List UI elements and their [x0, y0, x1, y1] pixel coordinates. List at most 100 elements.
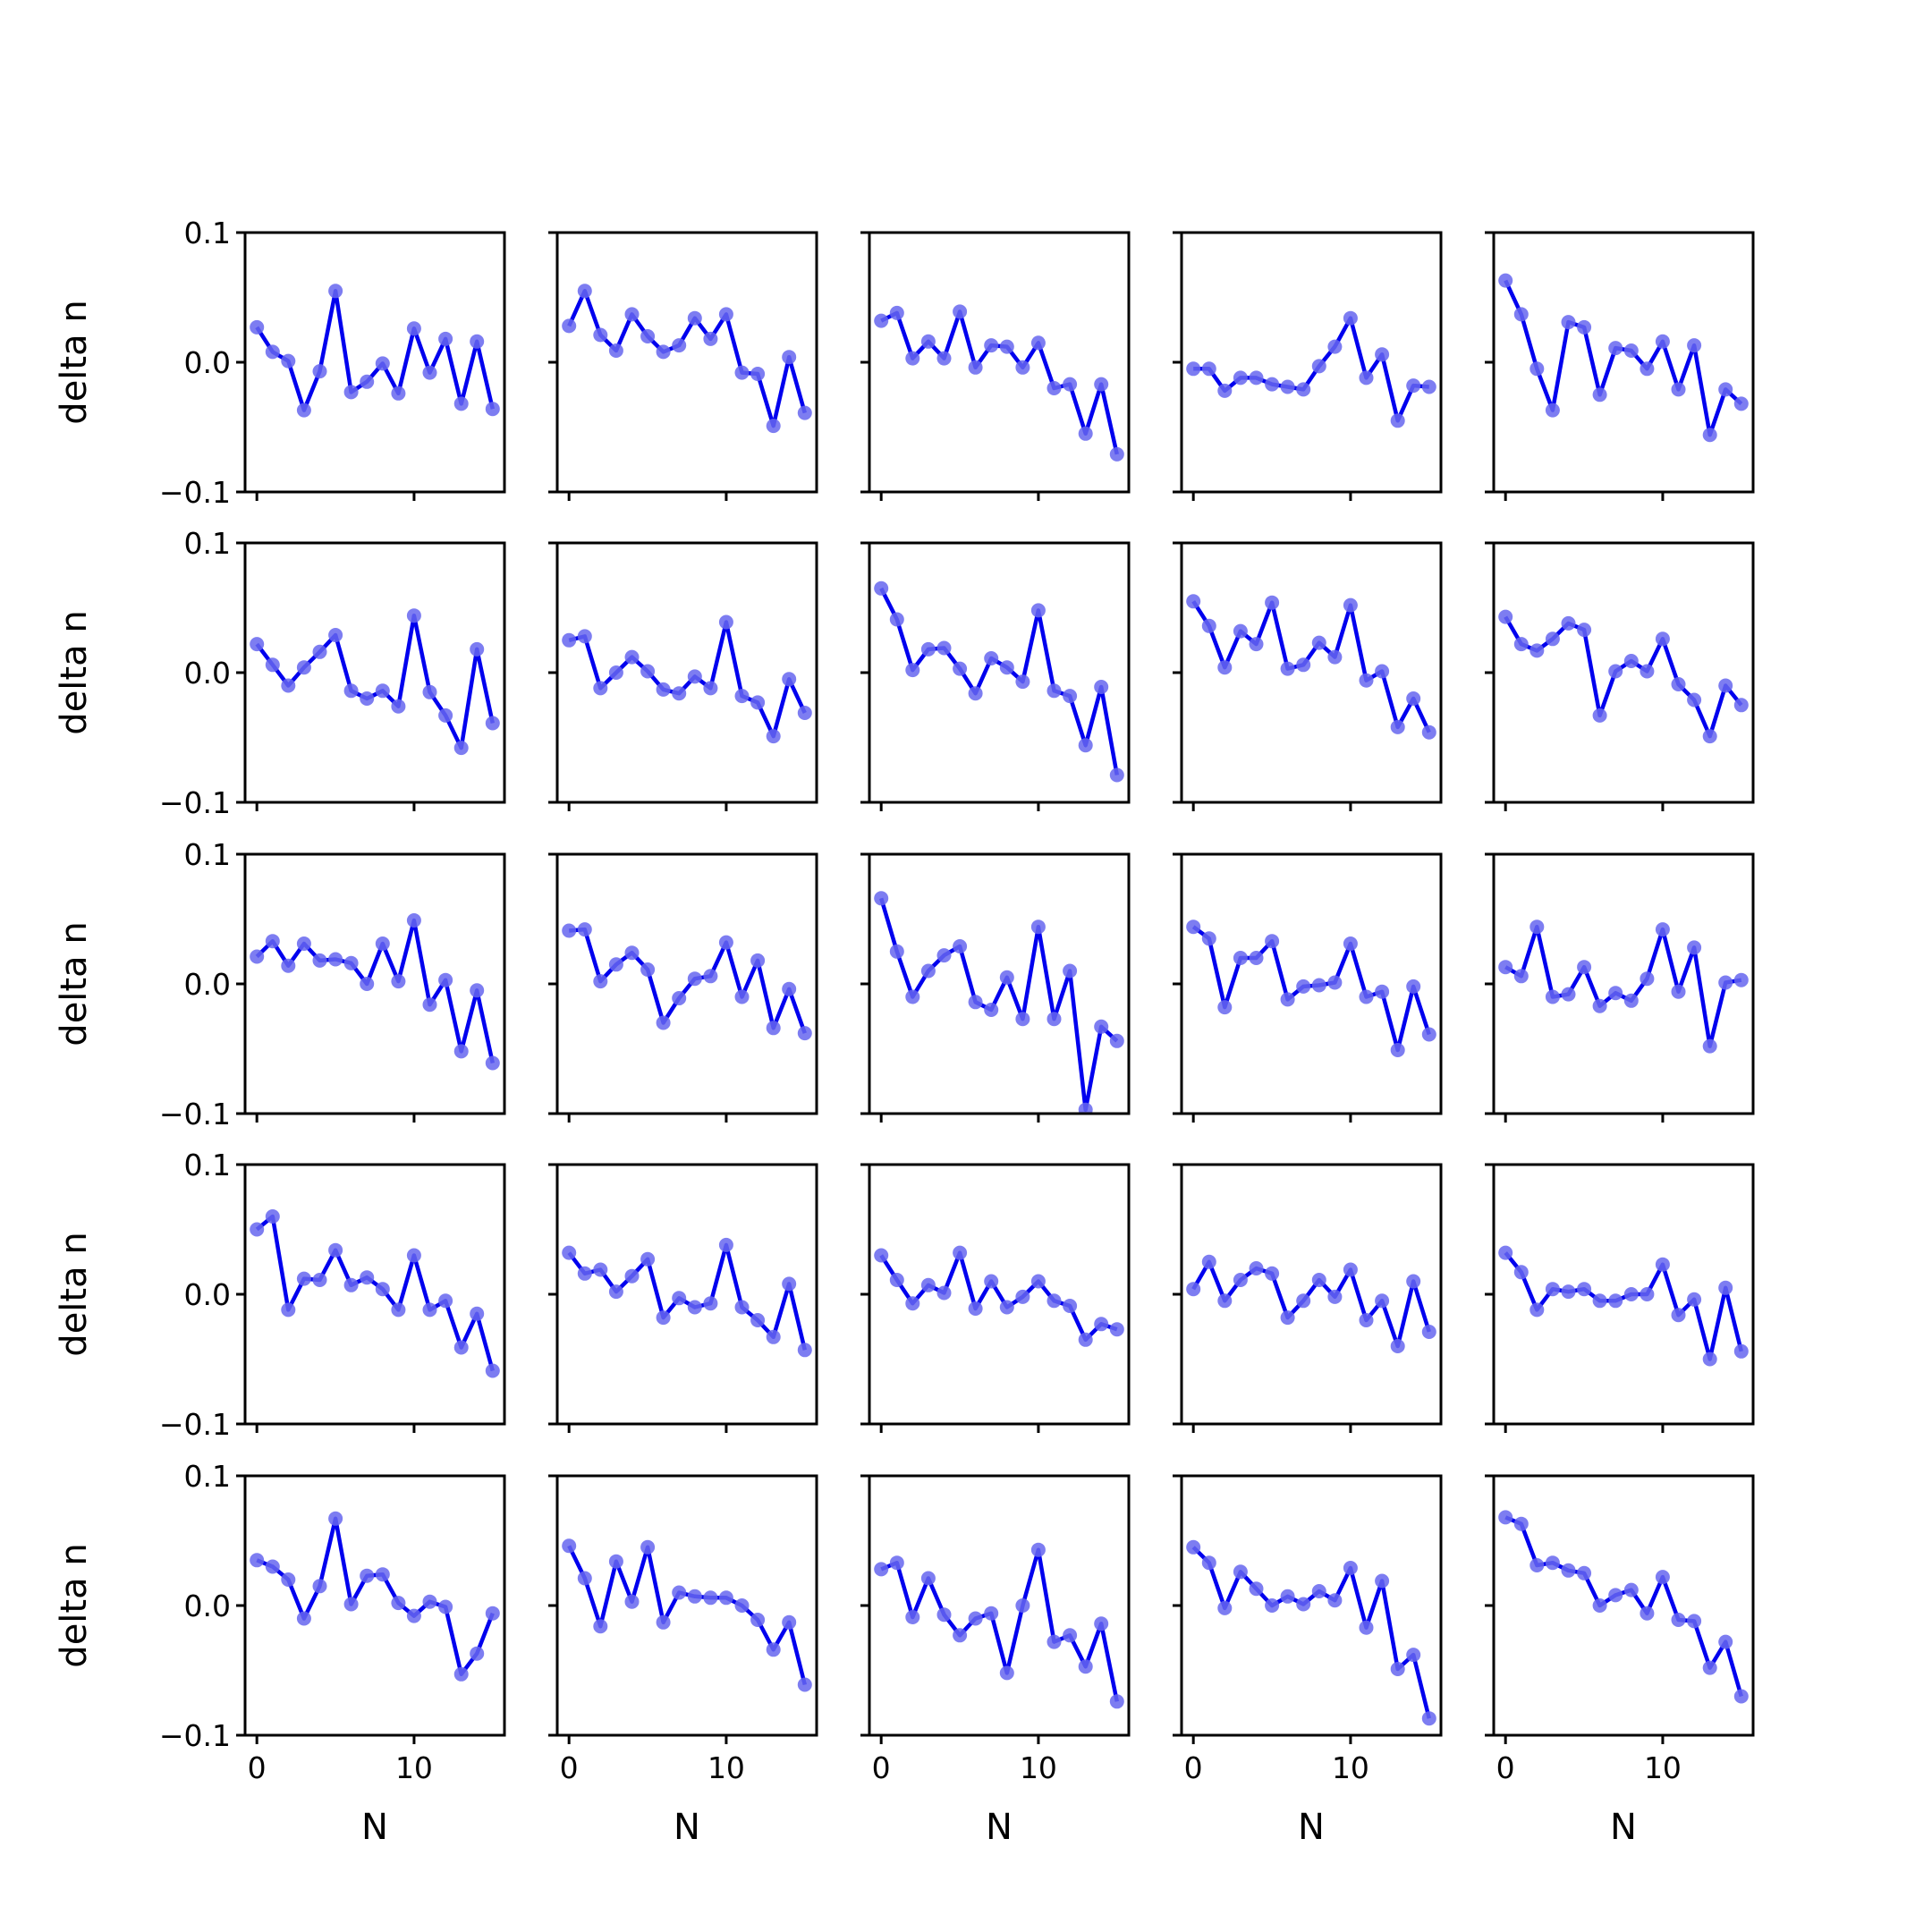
data-point [1608, 341, 1623, 356]
data-point [905, 1610, 920, 1624]
series-line [1504, 615, 1743, 739]
panel-r4-c4 [1173, 1163, 1443, 1433]
series-line [1504, 1515, 1743, 1698]
data-point [672, 686, 687, 701]
x-tick-label: 10 [395, 1750, 433, 1785]
series-group [1498, 1245, 1749, 1367]
data-point [1030, 603, 1046, 618]
series-group [874, 891, 1124, 1114]
y-tick-label: 0.1 [184, 837, 231, 872]
data-point [1015, 360, 1030, 375]
series-group [562, 922, 812, 1041]
data-point [406, 913, 421, 928]
data-point [640, 664, 656, 679]
data-point [984, 1003, 999, 1017]
panel-r5-c3: 0 10N [860, 1474, 1131, 1848]
data-point [1109, 1322, 1124, 1337]
series-line [880, 1547, 1120, 1702]
data-point [1718, 975, 1733, 990]
panel-r3-c2 [548, 852, 818, 1123]
data-point [1733, 1343, 1749, 1359]
data-point [593, 974, 608, 989]
data-point [343, 1597, 359, 1612]
data-point [281, 1572, 296, 1587]
data-point [1421, 1027, 1436, 1042]
data-point [422, 1302, 437, 1318]
data-point [1577, 960, 1592, 975]
data-point [438, 1293, 453, 1309]
data-point [1561, 1284, 1576, 1300]
data-point [750, 1313, 766, 1327]
data-point [889, 1555, 904, 1571]
panel-r1-c4 [1173, 231, 1443, 501]
data-point [1655, 631, 1670, 647]
data-point [640, 329, 656, 343]
y-tick-label: 0.0 [184, 1589, 231, 1623]
data-point [1421, 1711, 1436, 1726]
data-point [1201, 618, 1216, 633]
data-point [1359, 1620, 1374, 1635]
data-point [687, 971, 702, 987]
data-point [1671, 984, 1686, 999]
data-point [750, 1613, 766, 1627]
series-line [1193, 316, 1429, 423]
data-point [1421, 379, 1436, 394]
data-point [1327, 975, 1343, 990]
data-point [905, 989, 920, 1004]
data-point [1186, 1282, 1201, 1297]
data-point [422, 997, 437, 1013]
data-point [920, 641, 936, 657]
data-point [1201, 1254, 1216, 1269]
series-line [1191, 600, 1431, 733]
data-point [1311, 978, 1326, 993]
data-point [734, 1598, 750, 1613]
panel-r1-c5 [1485, 231, 1755, 501]
data-point [422, 365, 437, 380]
data-point [470, 983, 485, 998]
y-axis-label: delta n [54, 1543, 95, 1667]
panel-r3-c3 [860, 852, 1131, 1123]
series-line [879, 897, 1119, 1112]
data-point [999, 1300, 1014, 1315]
data-point [1561, 315, 1576, 330]
data-point [312, 364, 327, 379]
data-point [1640, 1287, 1655, 1301]
data-point [343, 1277, 359, 1292]
series-group [1498, 273, 1749, 443]
data-point [1577, 1282, 1592, 1297]
data-point [562, 1245, 577, 1260]
data-point [656, 1614, 671, 1630]
data-point [1733, 1689, 1749, 1704]
data-point [608, 343, 623, 358]
data-point [718, 935, 733, 950]
data-point [1718, 678, 1733, 693]
data-point [1592, 708, 1607, 723]
data-point [1311, 1584, 1326, 1598]
data-point [687, 669, 702, 684]
panel-r2-c5 [1485, 541, 1755, 811]
data-point [1046, 1293, 1062, 1309]
y-tick-label: 0.1 [184, 526, 231, 561]
data-point [608, 957, 623, 972]
data-point [999, 970, 1014, 985]
data-point [1296, 657, 1311, 673]
data-point [1186, 919, 1201, 935]
data-point [999, 1665, 1014, 1681]
data-point [265, 657, 280, 673]
data-point [281, 353, 296, 369]
data-point [1390, 1662, 1405, 1676]
data-point [1702, 1038, 1717, 1054]
data-point [1249, 1581, 1264, 1597]
data-point [343, 955, 359, 970]
data-point [328, 952, 343, 967]
series-line [567, 289, 807, 428]
data-point [391, 974, 406, 989]
data-point [593, 681, 608, 696]
data-point [1063, 1299, 1078, 1313]
x-axis-label: N [361, 1807, 388, 1848]
panel-r3-c4 [1173, 852, 1443, 1123]
data-point [953, 661, 968, 676]
data-point [920, 963, 936, 979]
data-point [438, 972, 453, 987]
data-point [672, 1585, 687, 1600]
